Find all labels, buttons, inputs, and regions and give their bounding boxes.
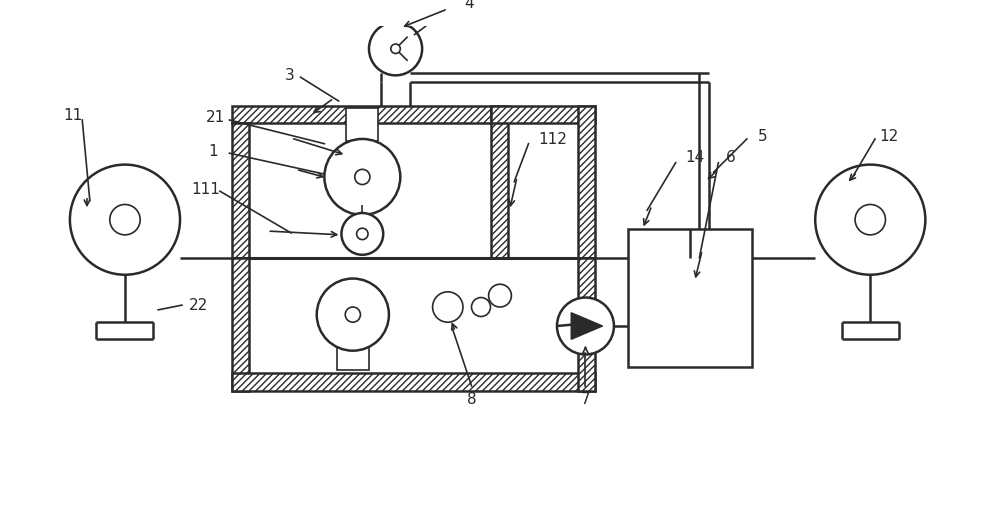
Bar [232,374,595,391]
Circle shape [110,205,140,235]
Bar [232,106,491,123]
Circle shape [357,228,368,240]
Text: 7: 7 [581,393,590,408]
Bar [578,258,595,391]
Circle shape [317,279,389,351]
Text: 4: 4 [464,0,474,11]
Circle shape [391,44,400,53]
Circle shape [815,164,925,275]
Text: 12: 12 [880,128,899,143]
Text: 1: 1 [208,144,218,159]
Text: 14: 14 [685,151,704,166]
Circle shape [341,213,383,255]
Bar [628,229,752,367]
Bar [491,106,508,258]
Text: 21: 21 [206,109,225,124]
Circle shape [70,164,180,275]
Bar [232,258,249,391]
Bar [491,106,595,123]
Polygon shape [571,313,603,339]
Circle shape [855,205,885,235]
Text: 3: 3 [284,68,294,83]
Circle shape [489,284,511,307]
Bar [232,123,249,258]
Text: 11: 11 [63,108,82,123]
Circle shape [472,298,491,317]
Bar [346,107,378,141]
Text: 111: 111 [191,182,220,197]
Text: 6: 6 [726,151,736,166]
Circle shape [433,292,463,322]
Bar [337,341,369,370]
Circle shape [355,169,370,185]
Circle shape [345,307,360,322]
Text: 5: 5 [758,128,768,143]
Circle shape [369,22,422,76]
Circle shape [557,298,614,355]
Circle shape [324,139,400,215]
Text: 112: 112 [538,133,567,148]
Text: 8: 8 [467,393,476,408]
Text: 22: 22 [189,298,208,313]
Bar [578,106,595,258]
